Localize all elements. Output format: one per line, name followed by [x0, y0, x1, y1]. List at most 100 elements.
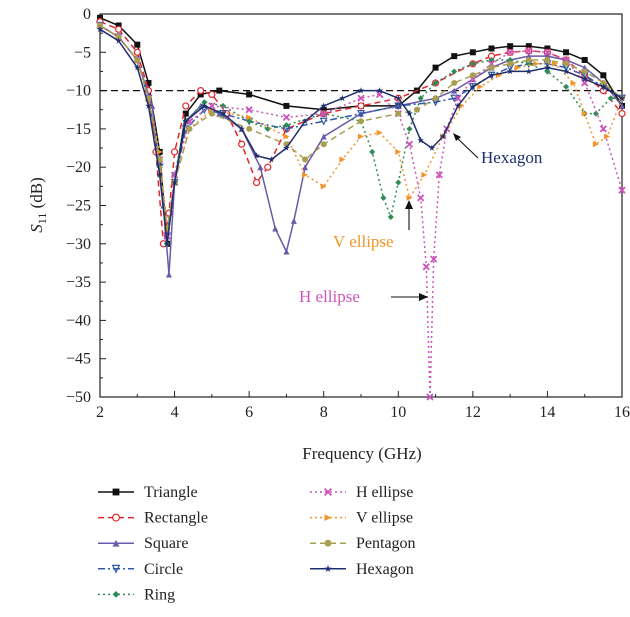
data-point [581, 110, 588, 117]
data-point [451, 87, 458, 94]
legend-label: Triangle [144, 484, 198, 501]
data-point [257, 164, 264, 171]
data-point [428, 144, 436, 151]
data-point [376, 129, 383, 136]
data-point [145, 79, 152, 86]
legend-label: Rectangle [144, 510, 208, 527]
data-point [395, 102, 402, 109]
data-point [406, 110, 413, 117]
data-point [302, 156, 309, 163]
data-point [272, 225, 279, 232]
data-point [506, 68, 514, 75]
data-point [417, 136, 424, 144]
data-point [282, 113, 291, 122]
data-point [507, 60, 514, 67]
data-point [319, 117, 328, 126]
series-hexagon [96, 25, 626, 247]
data-point [426, 393, 434, 401]
data-point [170, 148, 179, 156]
legend-label: Circle [144, 561, 183, 578]
data-point [320, 102, 327, 109]
data-point [246, 118, 253, 125]
legend: Triangle Rectangle Square Circle Ring H ellip… [98, 484, 416, 603]
annotation-v-ellipse: V ellipse [333, 232, 394, 251]
data-point [387, 213, 394, 220]
x-tick-label: 2 [96, 404, 104, 421]
data-point [451, 79, 458, 86]
x-tick-label: 4 [171, 404, 179, 421]
y-tick-label: −40 [66, 312, 91, 329]
legend-label: H ellipse [356, 484, 413, 501]
y-tick-label: −15 [66, 121, 91, 138]
legend-label: V ellipse [356, 510, 413, 527]
x-tick-label: 16 [614, 404, 630, 421]
data-point [592, 141, 599, 148]
legend-label: Square [144, 535, 188, 552]
data-point [439, 133, 447, 140]
data-point [357, 87, 365, 94]
data-point [406, 125, 413, 132]
legend-item-ring: Ring [98, 586, 175, 603]
data-point [507, 43, 514, 50]
data-point [430, 255, 438, 263]
data-point [246, 91, 253, 98]
data-point [358, 133, 364, 140]
data-point [599, 125, 607, 133]
data-point [134, 56, 141, 63]
data-point [544, 45, 551, 52]
data-point [97, 22, 103, 29]
legend-item-h-ellipse: H ellipse [310, 484, 413, 501]
data-point [581, 68, 588, 75]
data-point [115, 37, 122, 44]
data-point [238, 125, 245, 132]
data-point [544, 56, 551, 63]
data-point [358, 118, 364, 125]
y-tick-label: −5 [74, 44, 91, 61]
data-point [97, 14, 103, 21]
data-point [357, 109, 365, 118]
data-point [357, 102, 365, 110]
data-point [544, 64, 551, 71]
data-point [111, 564, 121, 574]
data-point [376, 90, 384, 99]
data-point [134, 64, 141, 71]
legend-item-pentagon: Pentagon [310, 535, 416, 552]
data-point [395, 148, 402, 155]
x-tick-label: 6 [245, 404, 253, 421]
data-point [156, 171, 163, 178]
annotation-h-ellipse: H ellipse [299, 287, 360, 306]
data-point [514, 64, 521, 71]
data-point [163, 240, 171, 247]
data-point [395, 110, 402, 117]
legend-label: Ring [144, 586, 175, 603]
legend-item-triangle: Triangle [98, 484, 198, 501]
data-point [451, 53, 458, 60]
data-point [618, 186, 626, 194]
data-point [432, 64, 439, 71]
data-point [290, 217, 297, 224]
legend-item-circle: Circle [98, 561, 183, 578]
data-point [562, 68, 570, 75]
data-point [525, 43, 532, 50]
y-tick-label: 0 [83, 6, 91, 23]
legend-item-rectangle: Rectangle [98, 510, 208, 527]
data-point [454, 102, 462, 109]
series-h-ellipse [96, 21, 626, 401]
data-point [283, 248, 290, 255]
y-tick-label: −50 [66, 389, 91, 406]
y-tick-label: −30 [66, 236, 91, 253]
plot-area: 2 4 6 8 10 12 14 16 0 −5 −10 −15 −20 −25 −30 −35 −40 −45 −… [66, 6, 630, 421]
data-point [488, 45, 495, 52]
data-point [604, 133, 611, 140]
data-point [525, 56, 532, 63]
data-point [432, 95, 439, 102]
data-point [208, 90, 216, 99]
data-point [454, 94, 462, 102]
data-point [563, 83, 570, 90]
data-point [417, 95, 424, 102]
data-point [394, 102, 403, 111]
data-point [413, 106, 420, 113]
y-tick-label: −25 [66, 198, 91, 215]
data-point [551, 60, 558, 67]
